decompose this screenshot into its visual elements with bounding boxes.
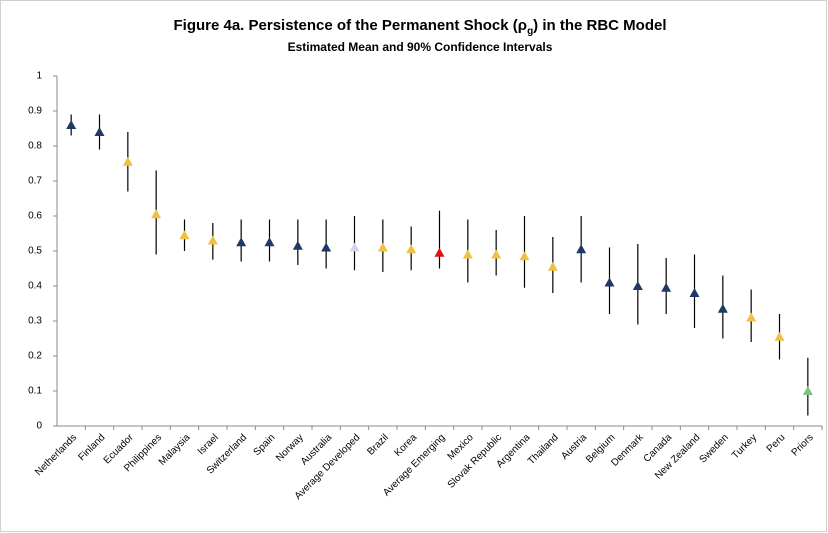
point bbox=[236, 237, 247, 247]
y-tick-label: 0.4 bbox=[28, 281, 42, 292]
title-text: Figure 4a. Persistence of the Permanent … bbox=[174, 17, 528, 34]
point bbox=[207, 235, 218, 245]
y-tick-label: 0.9 bbox=[28, 106, 42, 117]
point bbox=[632, 281, 643, 290]
y-tick-label: 0.6 bbox=[28, 211, 42, 222]
point bbox=[94, 127, 105, 136]
y-tick-label: 1 bbox=[36, 71, 42, 82]
y-tick-label: 0.3 bbox=[28, 316, 42, 327]
point bbox=[689, 288, 700, 297]
point bbox=[717, 303, 728, 313]
point bbox=[66, 120, 77, 129]
point bbox=[802, 386, 813, 395]
point bbox=[774, 331, 785, 341]
point bbox=[604, 277, 615, 287]
point bbox=[746, 312, 757, 322]
point bbox=[576, 244, 587, 254]
point bbox=[292, 240, 303, 250]
y-tick-label: 0.1 bbox=[28, 386, 42, 397]
point bbox=[434, 247, 445, 257]
y-tick-label: 0 bbox=[36, 421, 42, 432]
point bbox=[151, 209, 162, 219]
title-text: ) in the RBC Model bbox=[533, 17, 666, 34]
y-tick-label: 0.2 bbox=[28, 351, 42, 362]
point bbox=[406, 244, 417, 254]
point bbox=[264, 237, 275, 247]
title-subscript: g bbox=[527, 26, 533, 37]
point bbox=[321, 242, 332, 252]
point bbox=[519, 251, 530, 261]
chart-subtitle: Estimated Mean and 90% Confidence Interv… bbox=[288, 40, 553, 54]
point bbox=[491, 249, 502, 259]
y-tick-label: 0.7 bbox=[28, 176, 42, 187]
point bbox=[547, 261, 558, 271]
point bbox=[661, 282, 672, 292]
point bbox=[122, 156, 133, 166]
point bbox=[462, 249, 473, 259]
y-tick-label: 0.8 bbox=[28, 141, 42, 152]
chart-title: Figure 4a. Persistence of the Permanent … bbox=[174, 17, 667, 37]
y-tick-label: 0.5 bbox=[28, 246, 42, 257]
point bbox=[349, 242, 360, 252]
point bbox=[179, 230, 190, 240]
point bbox=[377, 242, 388, 252]
